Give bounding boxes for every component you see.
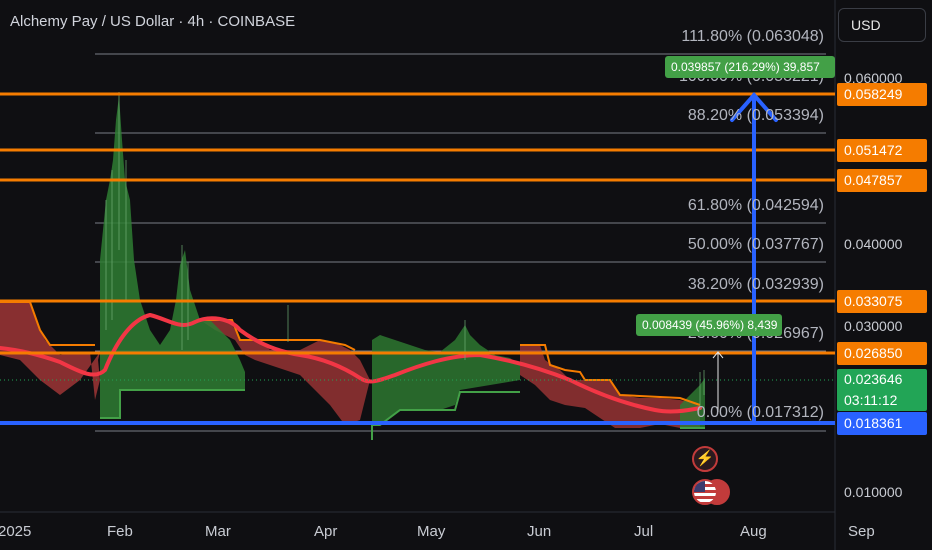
- bear-fill-area-2: [200, 320, 370, 425]
- chart-title: Alchemy Pay / US Dollar · 4h · COINBASE: [10, 13, 296, 30]
- price-tag-level-1: 0.058249: [837, 83, 927, 106]
- fib-label-0: 0.00% (0.017312): [696, 404, 824, 421]
- price-tag-level-5: 0.026850: [837, 342, 927, 365]
- time-label-sep: Sep: [848, 523, 875, 540]
- time-label-jul: Jul: [634, 523, 654, 540]
- time-label-apr: Apr: [314, 523, 338, 540]
- time-label-may: May: [417, 523, 446, 540]
- axis-label-0.04: 0.040000: [844, 236, 903, 252]
- fib-label-61: 61.80% (0.042594): [687, 197, 824, 214]
- projection-arrow: [730, 91, 778, 425]
- last-price-value: 0.023646: [844, 371, 903, 387]
- bear-fill-area-3: [520, 345, 700, 428]
- price-tag-level-3: 0.047857: [837, 169, 927, 192]
- orange-levels: [0, 92, 835, 355]
- candle-wicks: [105, 92, 705, 410]
- lightning-icon[interactable]: ⚡: [692, 446, 718, 472]
- axis-label-0.03: 0.030000: [844, 318, 903, 334]
- fib-label-88: 88.20% (0.053394): [687, 107, 824, 124]
- moving-average-line: [0, 312, 702, 414]
- axis-label-0.01: 0.010000: [844, 484, 903, 500]
- price-tag-support: 0.018361: [837, 412, 927, 435]
- us-flag-icon[interactable]: [692, 479, 718, 505]
- fib-label-50: 50.00% (0.037767): [687, 236, 824, 253]
- fib-label-38: 38.20% (0.032939): [687, 276, 824, 293]
- time-label-aug: Aug: [740, 523, 767, 540]
- us-flag-canton: [694, 481, 705, 492]
- axis-label-0.06: 0.060000: [844, 70, 903, 86]
- measure-box-large[interactable]: 0.039857 (216.29%) 39,857: [665, 56, 835, 78]
- last-price-tag: 0.023646 03:11:12: [837, 369, 927, 411]
- small-measure-arrow: [712, 351, 724, 412]
- countdown-timer: 03:11:12: [844, 392, 898, 408]
- bull-fill-area: [100, 96, 245, 418]
- fib-label-111: 111.80% (0.063048): [681, 28, 824, 45]
- measure-box-small[interactable]: 0.008439 (45.96%) 8,439: [636, 314, 782, 336]
- bear-fill-area: [0, 302, 100, 400]
- time-label-2025: 2025: [0, 523, 32, 540]
- time-label-feb: Feb: [107, 523, 133, 540]
- price-tag-level-2: 0.051472: [837, 139, 927, 162]
- price-tag-level-4: 0.033075: [837, 290, 927, 313]
- time-label-jun: Jun: [527, 523, 552, 540]
- currency-button[interactable]: USD: [838, 8, 926, 42]
- time-label-mar: Mar: [205, 523, 231, 540]
- bull-fill-area-2: [372, 325, 520, 425]
